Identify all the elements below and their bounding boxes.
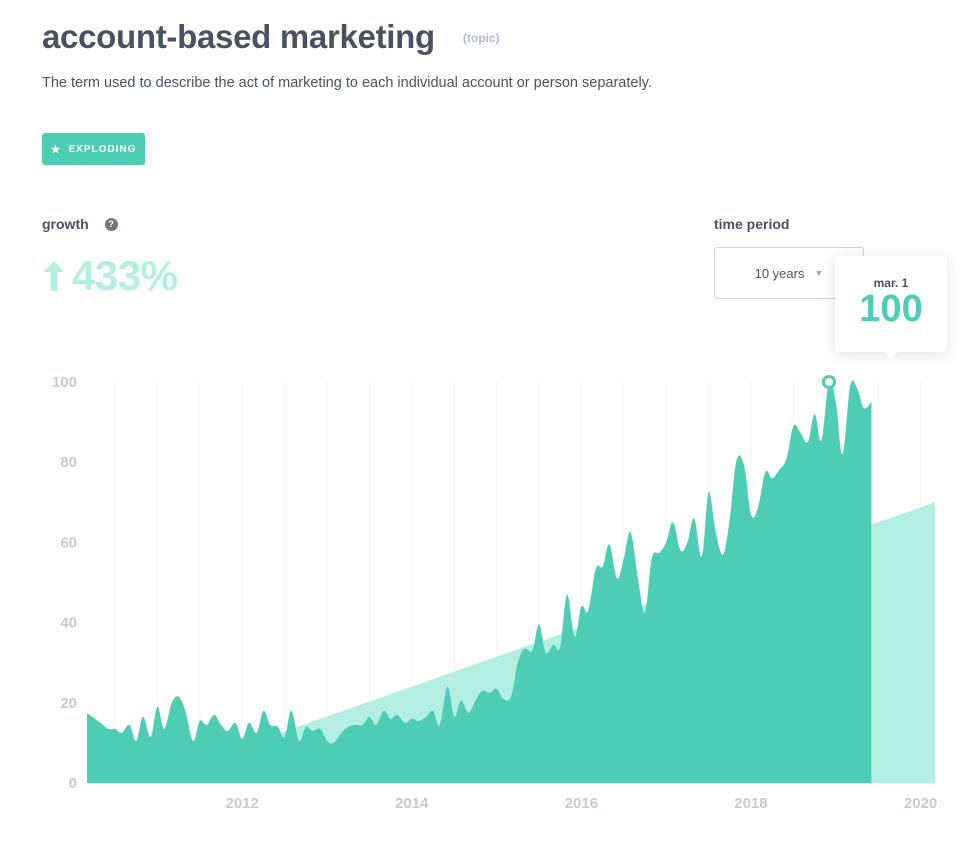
growth-percentage: 433% bbox=[72, 252, 178, 299]
y-tick-label: 0 bbox=[69, 775, 77, 792]
tooltip-value: 100 bbox=[859, 288, 923, 330]
question-icon[interactable]: ? bbox=[104, 217, 118, 231]
interest-area bbox=[87, 380, 872, 783]
time-period-value: 10 years bbox=[754, 265, 805, 281]
time-period-label: time period bbox=[714, 216, 790, 232]
y-tick-label: 80 bbox=[60, 454, 77, 471]
y-tick-label: 60 bbox=[60, 534, 77, 551]
x-tick-label: 2020 bbox=[904, 795, 937, 812]
badge-label: EXPLODING bbox=[68, 143, 137, 155]
exploding-badge: ★ EXPLODING bbox=[42, 133, 145, 165]
star-icon: ★ bbox=[50, 143, 62, 156]
trend-chart: 0 20 40 60 80 100 2012 2014 2016 2018 2020 bbox=[52, 374, 937, 812]
y-tick-label: 20 bbox=[60, 695, 77, 712]
growth-value: 433% bbox=[42, 252, 178, 300]
chevron-down-icon: ▼ bbox=[814, 268, 824, 278]
x-tick-label: 2012 bbox=[225, 795, 258, 812]
topic-description: The term used to describe the act of mar… bbox=[42, 75, 652, 91]
x-tick-label: 2014 bbox=[395, 795, 429, 812]
tooltip-date: mar. 1 bbox=[873, 276, 909, 290]
title-row: account-based marketing (topic) bbox=[42, 18, 500, 56]
value-tooltip: mar. 1 100 bbox=[835, 256, 947, 359]
highlight-point bbox=[822, 375, 836, 389]
y-tick-label: 40 bbox=[60, 615, 77, 632]
page-title: account-based marketing bbox=[42, 18, 435, 55]
arrow-up-icon bbox=[44, 261, 64, 291]
growth-label-text: growth bbox=[42, 216, 89, 232]
growth-label: growth ? bbox=[42, 216, 118, 232]
x-tick-label: 2018 bbox=[734, 795, 767, 812]
topic-tag: (topic) bbox=[462, 31, 500, 45]
x-tick-label: 2016 bbox=[565, 795, 598, 812]
y-tick-label: 100 bbox=[52, 374, 77, 391]
